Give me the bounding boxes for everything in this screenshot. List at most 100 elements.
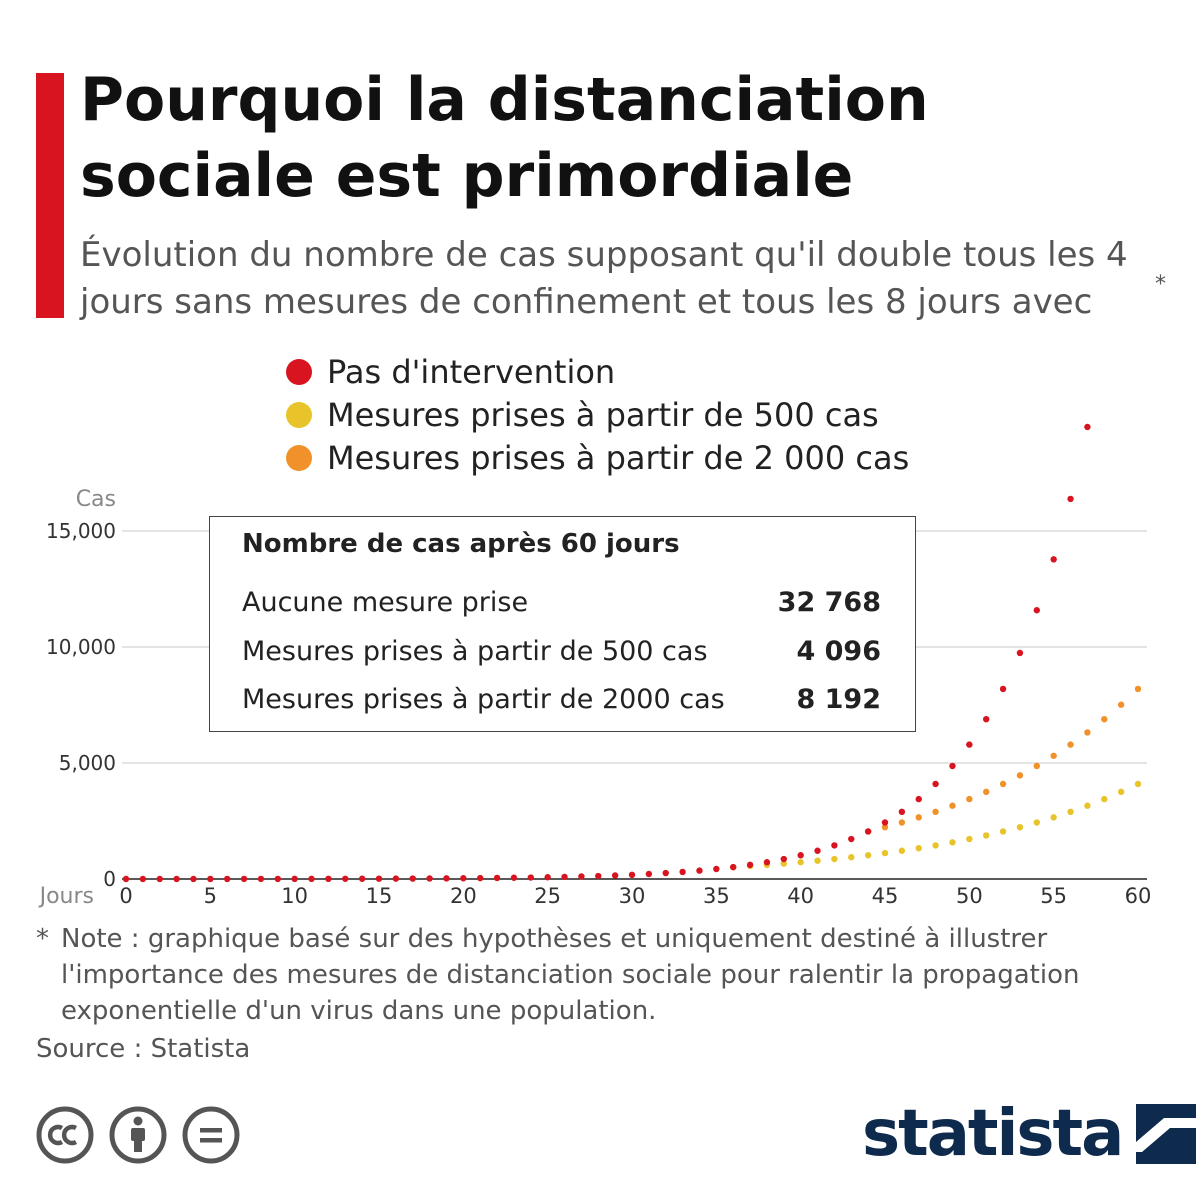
info-row-value: 4 096 — [796, 635, 881, 667]
data-point — [881, 823, 889, 831]
data-point — [527, 874, 534, 881]
attribution-icon[interactable] — [109, 1106, 167, 1164]
brand-wordmark: statista — [862, 1097, 1124, 1171]
data-point — [1016, 649, 1024, 657]
data-point — [1067, 495, 1074, 503]
data-point — [763, 859, 771, 866]
data-point — [544, 874, 551, 881]
subtitle-footnote-marker: * — [1155, 272, 1166, 297]
x-axis-label: Jours — [38, 884, 94, 909]
data-point — [1050, 814, 1057, 821]
y-tick-label: 15,000 — [46, 519, 116, 543]
data-point — [696, 867, 703, 874]
data-point — [392, 875, 400, 882]
no-derivatives-icon[interactable] — [182, 1106, 240, 1164]
info-box: Nombre de cas après 60 jours Aucune mesu… — [209, 516, 916, 732]
x-tick-label: 55 — [1040, 884, 1067, 908]
y-axis-label: Cas — [76, 487, 116, 512]
data-point — [443, 875, 450, 882]
data-point — [949, 839, 956, 846]
subtitle-text: Évolution du nombre de cas supposant qu'… — [80, 235, 1128, 322]
data-point — [460, 875, 467, 882]
data-point — [493, 874, 501, 882]
data-point — [780, 855, 787, 863]
data-point — [308, 875, 315, 883]
data-point — [1084, 729, 1091, 736]
data-point — [1117, 701, 1125, 708]
data-point — [949, 762, 956, 770]
data-point — [1084, 802, 1091, 809]
data-point — [966, 795, 973, 803]
data-point — [1067, 808, 1074, 816]
data-point — [898, 808, 906, 816]
data-point — [1101, 715, 1108, 723]
legend-label: Mesures prises à partir de 2 000 cas — [327, 438, 910, 477]
data-point — [358, 875, 366, 882]
data-point — [342, 875, 349, 882]
data-point — [1067, 741, 1074, 748]
legend-item-no-intervention: Pas d'intervention — [286, 350, 909, 393]
data-point — [1016, 772, 1024, 779]
accent-bar — [36, 73, 64, 318]
info-row-2000: Mesures prises à partir de 2000 cas 8 19… — [242, 679, 881, 719]
data-point — [780, 860, 787, 867]
footnote-text: Note : graphique basé sur des hypothèses… — [61, 924, 1080, 1026]
statista-brand[interactable]: statista — [862, 1097, 1197, 1171]
cc-icon[interactable] — [36, 1106, 94, 1164]
data-point — [426, 875, 433, 882]
data-point — [848, 854, 855, 861]
y-tick-label: 5,000 — [59, 751, 116, 775]
data-point — [139, 875, 147, 883]
info-row-500: Mesures prises à partir de 500 cas 4 096 — [242, 631, 881, 671]
data-point — [224, 875, 231, 883]
data-point — [595, 872, 602, 880]
data-point — [915, 844, 922, 852]
data-point — [628, 871, 636, 879]
y-tick-label: 0 — [103, 867, 116, 891]
data-point — [713, 865, 720, 873]
x-tick-label: 45 — [872, 884, 899, 908]
info-row-label: Aucune mesure prise — [242, 586, 529, 618]
legend-label: Mesures prises à partir de 500 cas — [327, 395, 879, 434]
data-point — [814, 847, 821, 854]
data-point — [679, 868, 686, 876]
footnote-marker: * — [36, 924, 49, 954]
data-point — [932, 842, 939, 849]
x-tick-label: 15 — [366, 884, 393, 908]
data-point — [1050, 556, 1057, 563]
data-point — [999, 780, 1007, 788]
series-1 — [730, 780, 1142, 871]
license-icons — [36, 1106, 240, 1164]
data-point — [966, 835, 973, 843]
data-point — [983, 788, 990, 796]
data-point — [1084, 423, 1091, 431]
data-point — [1033, 819, 1041, 826]
data-point — [375, 875, 383, 882]
legend-item-2000: Mesures prises à partir de 2 000 cas — [286, 436, 909, 479]
data-point — [325, 875, 332, 883]
legend-dot-yellow — [286, 401, 312, 428]
data-point — [257, 875, 265, 883]
data-point — [983, 832, 990, 839]
data-point — [999, 828, 1007, 835]
data-point — [611, 872, 619, 879]
data-point — [746, 861, 754, 869]
x-tick-label: 5 — [204, 884, 217, 908]
chart-title: Pourquoi la distanciation sociale est pr… — [80, 65, 929, 211]
data-point — [510, 874, 518, 881]
data-point — [173, 875, 180, 883]
legend-dot-orange — [286, 444, 312, 471]
info-row-label: Mesures prises à partir de 2000 cas — [242, 683, 725, 715]
legend-item-500: Mesures prises à partir de 500 cas — [286, 393, 909, 436]
data-point — [1134, 780, 1142, 788]
info-row-value: 8 192 — [796, 683, 881, 715]
data-point — [983, 715, 990, 723]
data-point — [190, 875, 197, 883]
x-tick-labels: 0 5 10 15 20 25 30 35 40 45 50 55 60 — [119, 884, 1151, 908]
data-point — [999, 685, 1007, 693]
info-row-label: Mesures prises à partir de 500 cas — [242, 635, 708, 667]
x-tick-label: 35 — [703, 884, 730, 908]
data-point — [898, 819, 906, 826]
y-tick-labels: 0 5,000 10,000 15,000 — [46, 519, 116, 891]
